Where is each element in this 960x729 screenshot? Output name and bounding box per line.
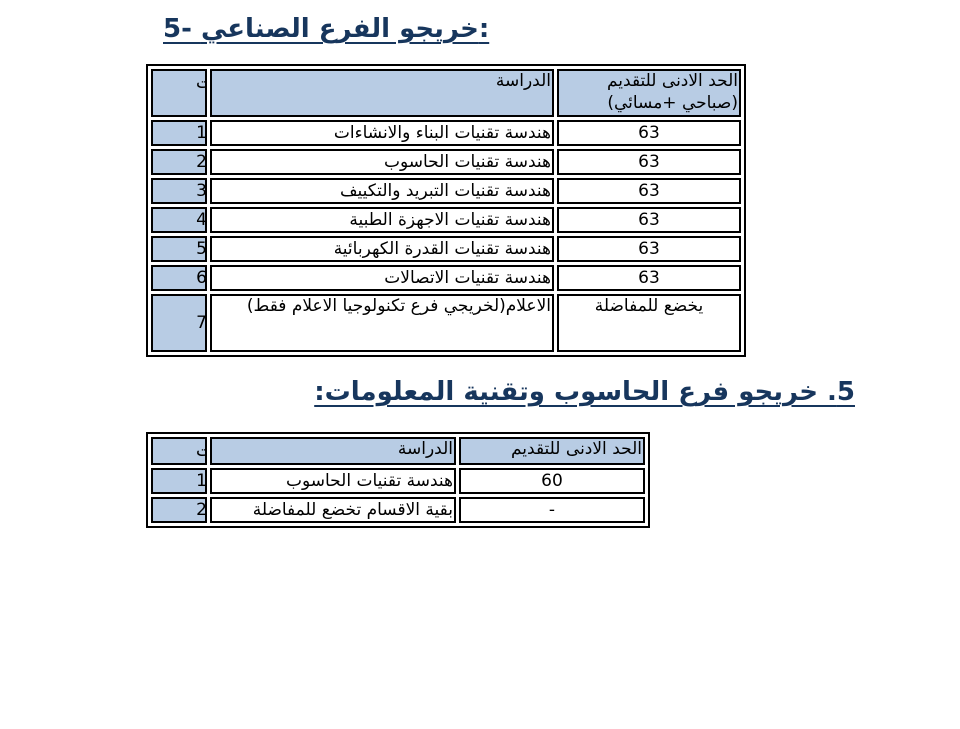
cell-min: يخضع للمفاضلة [557, 294, 741, 352]
section-title-computer-it-branch: 5. خريجو فرع الحاسوب وتقنية المعلومات: [314, 377, 855, 407]
header-cell-study: الدراسة [210, 437, 456, 465]
table-row: 4 هندسة تقنيات الاجهزة الطبية 63 [151, 207, 741, 233]
header-cell-min: الحد الادنى للتقديم (صباحي +مسائي) [557, 69, 741, 117]
header-min-line1: الحد الادنى للتقديم [606, 71, 738, 91]
row-number: 2 [196, 500, 207, 520]
cell-study: هندسة تقنيات الحاسوب [210, 468, 456, 494]
table-row: 3 هندسة تقنيات التبريد والتكييف 63 [151, 178, 741, 204]
cell-num: 1 [151, 120, 207, 146]
header-num-label: ت [196, 73, 205, 93]
computer-it-branch-table: ت الدراسة الحد الادنى للتقديم 1 هندسة تق… [146, 432, 650, 528]
table-row: 1 هندسة تقنيات الحاسوب 60 [151, 468, 645, 494]
cell-min: 63 [557, 178, 741, 204]
cell-study: بقية الاقسام تخضع للمفاضلة [210, 497, 456, 523]
cell-num: 1 [151, 468, 207, 494]
row-number: 5 [196, 239, 207, 259]
row-number: 4 [196, 210, 207, 230]
table-row: 1 هندسة تقنيات البناء والانشاءات 63 [151, 120, 741, 146]
cell-study: هندسة تقنيات الاتصالات [210, 265, 554, 291]
cell-min: 63 [557, 207, 741, 233]
cell-min: 63 [557, 236, 741, 262]
table-row: 7 الاعلام(لخريجي فرع تكنولوجيا الاعلام ف… [151, 294, 741, 352]
header-cell-min: الحد الادنى للتقديم [459, 437, 645, 465]
cell-study: هندسة تقنيات الاجهزة الطبية [210, 207, 554, 233]
industrial-branch-table: ت الدراسة الحد الادنى للتقديم (صباحي +مس… [146, 64, 746, 357]
header-cell-num: ت [151, 69, 207, 117]
table-header-row: ت الدراسة الحد الادنى للتقديم (صباحي +مس… [151, 69, 741, 117]
cell-min: 63 [557, 149, 741, 175]
header-cell-study: الدراسة [210, 69, 554, 117]
cell-num: 5 [151, 236, 207, 262]
cell-study: هندسة تقنيات القدرة الكهربائية [210, 236, 554, 262]
row-number: 2 [196, 152, 207, 172]
cell-num: 2 [151, 149, 207, 175]
cell-num: 4 [151, 207, 207, 233]
table-row: 2 هندسة تقنيات الحاسوب 63 [151, 149, 741, 175]
header-min-line2: (صباحي +مسائي) [607, 92, 738, 113]
table-row: 2 بقية الاقسام تخضع للمفاضلة - [151, 497, 645, 523]
header-cell-num: ت [151, 437, 207, 465]
row-number: 3 [196, 181, 207, 201]
cell-num: 7 [151, 294, 207, 352]
table-row: 5 هندسة تقنيات القدرة الكهربائية 63 [151, 236, 741, 262]
cell-study: هندسة تقنيات الحاسوب [210, 149, 554, 175]
cell-study: هندسة تقنيات البناء والانشاءات [210, 120, 554, 146]
cell-num: 2 [151, 497, 207, 523]
cell-min: 63 [557, 120, 741, 146]
table-header-row: ت الدراسة الحد الادنى للتقديم [151, 437, 645, 465]
cell-study: هندسة تقنيات التبريد والتكييف [210, 178, 554, 204]
row-number: 6 [196, 268, 207, 288]
cell-num: 3 [151, 178, 207, 204]
header-num-label: ت [196, 441, 205, 461]
table-row: 6 هندسة تقنيات الاتصالات 63 [151, 265, 741, 291]
cell-min: - [459, 497, 645, 523]
section-title-industrial-branch: 5- خريجو الفرع الصناعي: [163, 14, 490, 44]
cell-study: الاعلام(لخريجي فرع تكنولوجيا الاعلام فقط… [210, 294, 554, 352]
row-number: 7 [196, 313, 207, 333]
row-number: 1 [196, 471, 207, 491]
cell-min: 60 [459, 468, 645, 494]
cell-min: 63 [557, 265, 741, 291]
cell-num: 6 [151, 265, 207, 291]
row-number: 1 [196, 123, 207, 143]
